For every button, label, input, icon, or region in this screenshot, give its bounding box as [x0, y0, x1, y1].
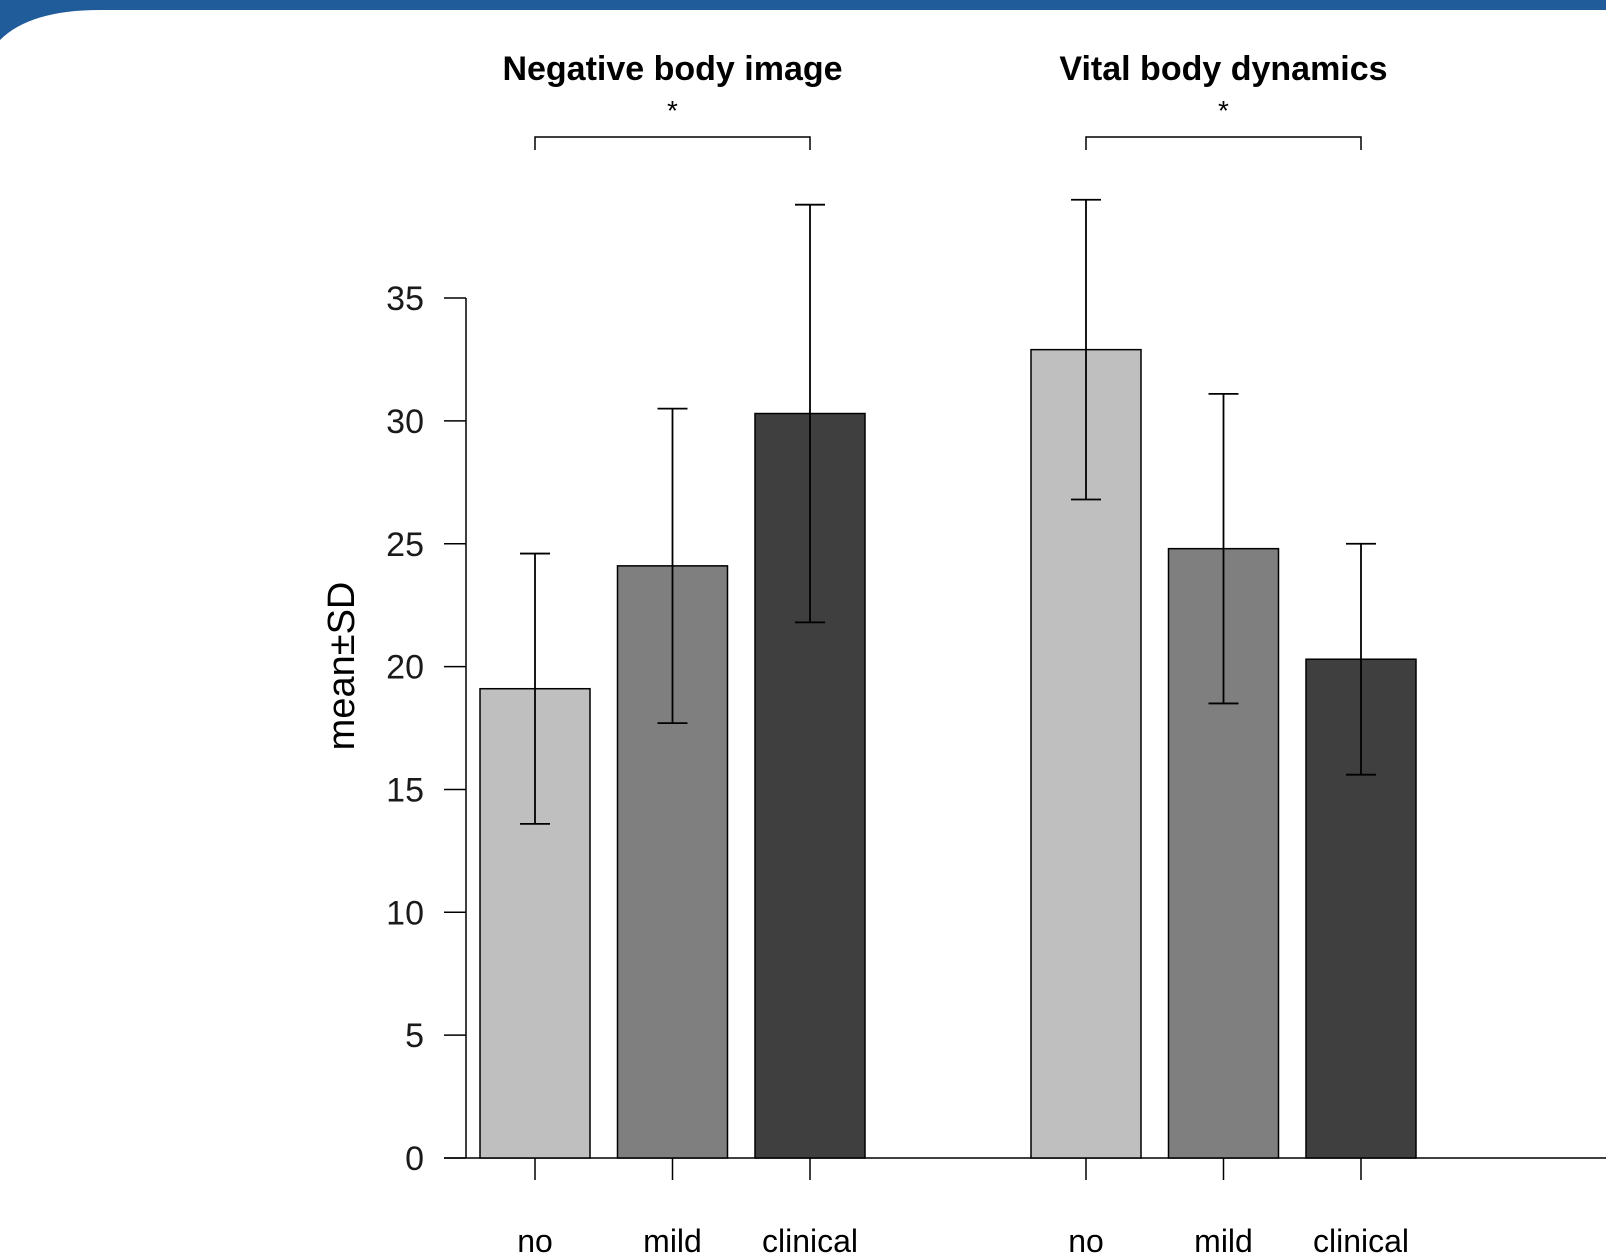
group-title: Vital body dynamics — [1059, 50, 1387, 88]
y-tick-label: 0 — [405, 1140, 424, 1178]
y-tick-label: 10 — [386, 894, 424, 932]
x-tick-label: clinical — [762, 1223, 858, 1258]
y-axis-label: mean±SD — [321, 582, 363, 751]
y-tick-label: 30 — [386, 403, 424, 441]
x-tick-label: clinical — [1313, 1223, 1409, 1258]
x-tick-label: mild — [643, 1223, 702, 1258]
x-tick-label: mild — [1194, 1223, 1253, 1258]
significance-marker: * — [1218, 95, 1229, 126]
y-tick-label: 15 — [386, 771, 424, 809]
significance-bracket — [534, 136, 811, 150]
y-tick-label: 35 — [386, 280, 424, 318]
y-tick-label: 20 — [386, 649, 424, 687]
top-banner — [0, 0, 1606, 40]
y-tick-label: 5 — [405, 1017, 424, 1055]
x-tick-label: no — [1068, 1223, 1104, 1258]
significance-marker: * — [667, 95, 678, 126]
significance-bracket — [1085, 136, 1362, 150]
plot-area: 0 5 10 15 20 25 30 35 mean±SD Negative body image… — [321, 50, 1606, 1258]
x-tick-label: no — [517, 1223, 553, 1258]
group-title: Negative body image — [502, 50, 842, 88]
y-tick-label: 25 — [386, 526, 424, 564]
